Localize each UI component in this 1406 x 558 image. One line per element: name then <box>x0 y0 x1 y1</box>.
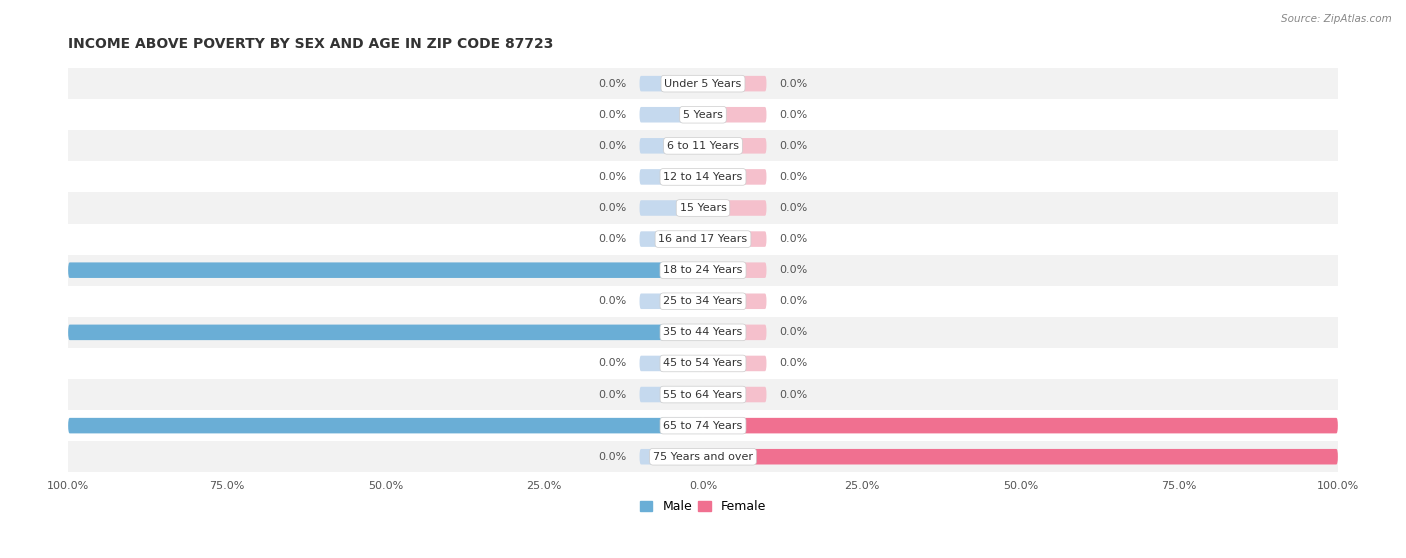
FancyBboxPatch shape <box>703 294 766 309</box>
Bar <box>67 130 1339 161</box>
FancyBboxPatch shape <box>640 387 703 402</box>
Text: 35 to 44 Years: 35 to 44 Years <box>664 328 742 338</box>
FancyBboxPatch shape <box>703 169 766 185</box>
FancyBboxPatch shape <box>703 418 1339 434</box>
Bar <box>67 224 1339 254</box>
Text: 65 to 74 Years: 65 to 74 Years <box>664 421 742 431</box>
Text: 0.0%: 0.0% <box>599 234 627 244</box>
Legend: Male, Female: Male, Female <box>636 496 770 518</box>
Bar <box>67 161 1339 193</box>
Text: 0.0%: 0.0% <box>779 172 807 182</box>
Text: Source: ZipAtlas.com: Source: ZipAtlas.com <box>1281 14 1392 24</box>
Bar <box>67 193 1339 224</box>
Text: 12 to 14 Years: 12 to 14 Years <box>664 172 742 182</box>
FancyBboxPatch shape <box>640 449 703 464</box>
Text: 100.0%: 100.0% <box>1351 452 1393 461</box>
Text: 15 Years: 15 Years <box>679 203 727 213</box>
Bar <box>67 441 1339 472</box>
FancyBboxPatch shape <box>640 200 703 216</box>
FancyBboxPatch shape <box>703 449 1339 464</box>
Text: 100.0%: 100.0% <box>1351 421 1393 431</box>
Text: 0.0%: 0.0% <box>779 234 807 244</box>
Text: 0.0%: 0.0% <box>779 203 807 213</box>
Text: 0.0%: 0.0% <box>779 389 807 400</box>
Text: 0.0%: 0.0% <box>779 79 807 89</box>
Text: 0.0%: 0.0% <box>599 79 627 89</box>
FancyBboxPatch shape <box>67 262 703 278</box>
Text: 0.0%: 0.0% <box>779 328 807 338</box>
Text: 25 to 34 Years: 25 to 34 Years <box>664 296 742 306</box>
FancyBboxPatch shape <box>640 294 703 309</box>
FancyBboxPatch shape <box>640 355 703 371</box>
Text: 0.0%: 0.0% <box>779 296 807 306</box>
Text: 0.0%: 0.0% <box>599 389 627 400</box>
Text: 0.0%: 0.0% <box>599 172 627 182</box>
Bar <box>67 348 1339 379</box>
FancyBboxPatch shape <box>67 418 703 434</box>
Bar <box>67 317 1339 348</box>
Text: Under 5 Years: Under 5 Years <box>665 79 741 89</box>
Text: 0.0%: 0.0% <box>599 358 627 368</box>
Bar <box>67 286 1339 317</box>
Text: 75 Years and over: 75 Years and over <box>652 452 754 461</box>
Text: 100.0%: 100.0% <box>13 421 55 431</box>
FancyBboxPatch shape <box>703 232 766 247</box>
FancyBboxPatch shape <box>640 76 703 92</box>
FancyBboxPatch shape <box>703 262 766 278</box>
FancyBboxPatch shape <box>703 325 766 340</box>
Text: 18 to 24 Years: 18 to 24 Years <box>664 265 742 275</box>
Text: 5 Years: 5 Years <box>683 110 723 120</box>
Text: 100.0%: 100.0% <box>13 265 55 275</box>
Text: 16 and 17 Years: 16 and 17 Years <box>658 234 748 244</box>
Text: 0.0%: 0.0% <box>599 110 627 120</box>
Bar <box>67 254 1339 286</box>
FancyBboxPatch shape <box>640 232 703 247</box>
Bar <box>67 99 1339 130</box>
Text: INCOME ABOVE POVERTY BY SEX AND AGE IN ZIP CODE 87723: INCOME ABOVE POVERTY BY SEX AND AGE IN Z… <box>67 37 554 51</box>
FancyBboxPatch shape <box>703 76 766 92</box>
FancyBboxPatch shape <box>703 107 766 123</box>
FancyBboxPatch shape <box>67 325 703 340</box>
FancyBboxPatch shape <box>640 138 703 153</box>
Text: 100.0%: 100.0% <box>13 328 55 338</box>
FancyBboxPatch shape <box>640 169 703 185</box>
Text: 0.0%: 0.0% <box>779 358 807 368</box>
Text: 0.0%: 0.0% <box>599 203 627 213</box>
FancyBboxPatch shape <box>703 387 766 402</box>
FancyBboxPatch shape <box>703 200 766 216</box>
FancyBboxPatch shape <box>703 355 766 371</box>
FancyBboxPatch shape <box>703 138 766 153</box>
Text: 0.0%: 0.0% <box>779 141 807 151</box>
Bar <box>67 410 1339 441</box>
Text: 0.0%: 0.0% <box>779 265 807 275</box>
Bar <box>67 379 1339 410</box>
Text: 0.0%: 0.0% <box>779 110 807 120</box>
Text: 0.0%: 0.0% <box>599 296 627 306</box>
FancyBboxPatch shape <box>640 107 703 123</box>
Text: 45 to 54 Years: 45 to 54 Years <box>664 358 742 368</box>
Text: 0.0%: 0.0% <box>599 452 627 461</box>
Bar <box>67 68 1339 99</box>
Text: 0.0%: 0.0% <box>599 141 627 151</box>
Text: 55 to 64 Years: 55 to 64 Years <box>664 389 742 400</box>
Text: 6 to 11 Years: 6 to 11 Years <box>666 141 740 151</box>
